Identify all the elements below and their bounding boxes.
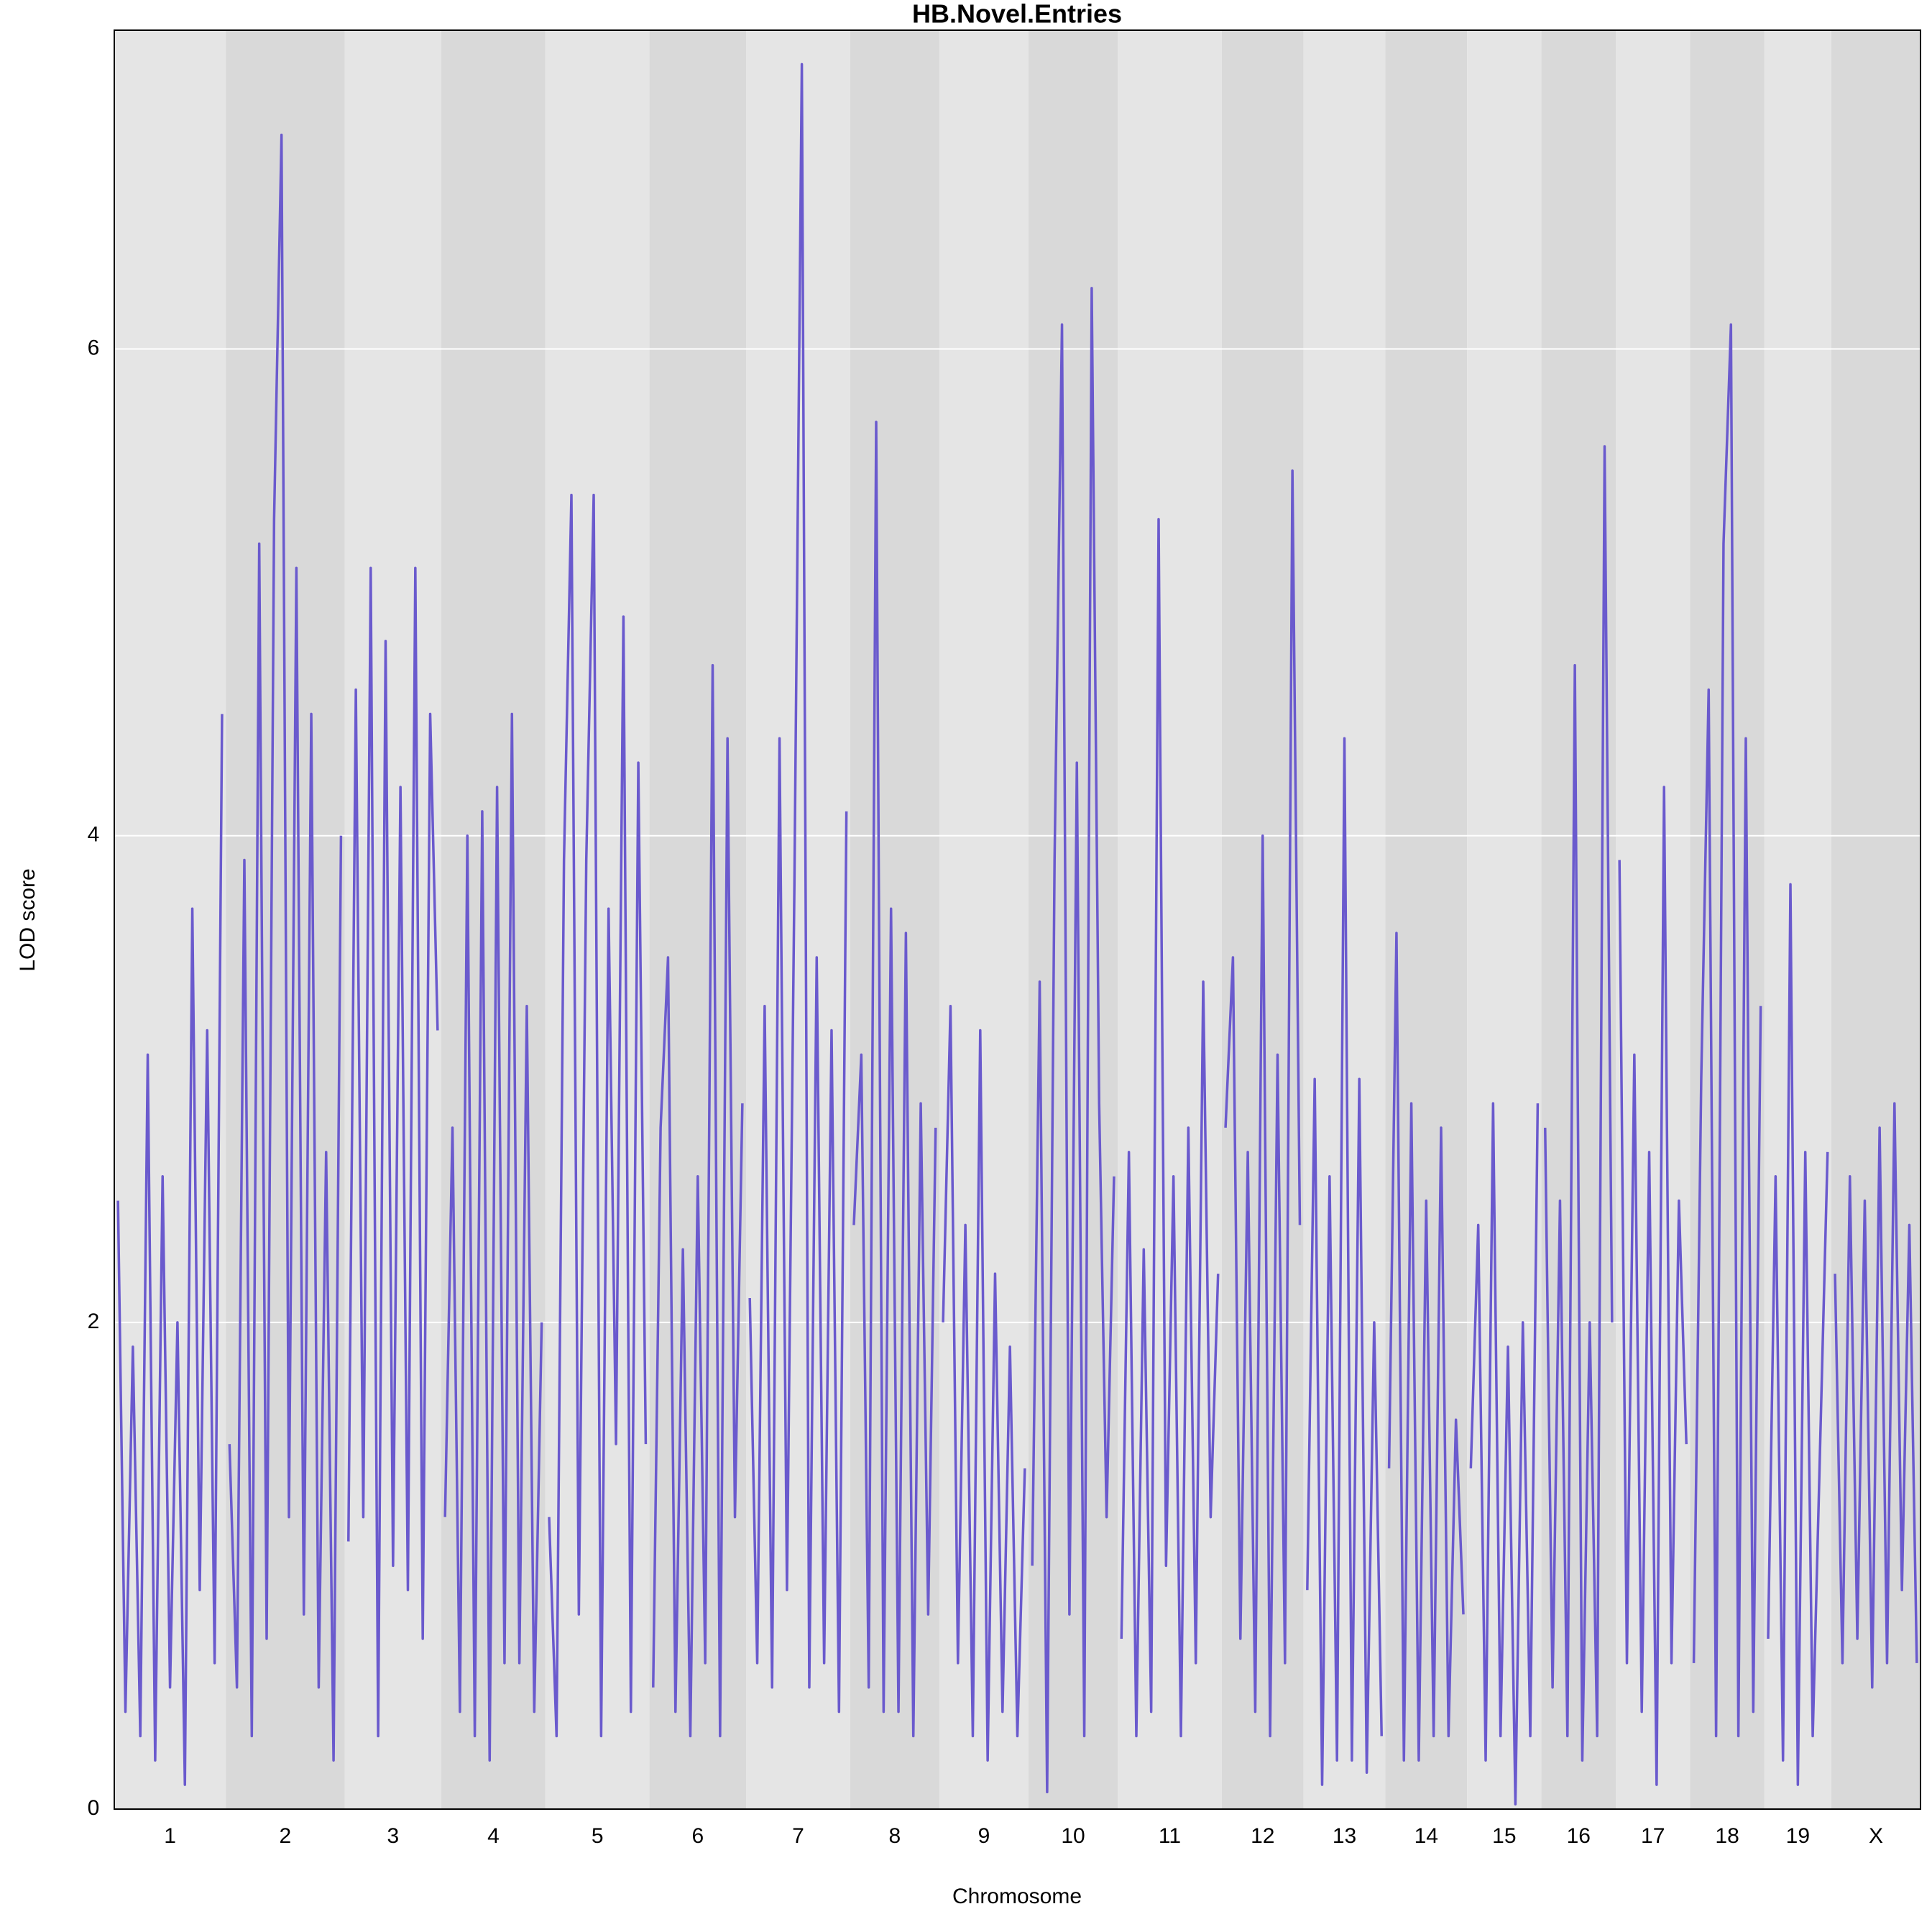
chromosome-band <box>1118 30 1222 1809</box>
chromosome-band <box>1690 30 1765 1809</box>
x-tick-label: 19 <box>1786 1824 1810 1848</box>
lod-line <box>1767 883 1829 1786</box>
chromosome-band <box>1303 30 1386 1809</box>
chromosome-band <box>114 30 226 1809</box>
y-tick-label: 2 <box>88 1310 100 1333</box>
lod-line <box>1692 323 1762 1738</box>
lod-line <box>443 712 543 1762</box>
lod-line <box>1544 445 1614 1762</box>
y-tick-label: 0 <box>88 1796 100 1820</box>
x-tick-label: 14 <box>1414 1824 1438 1848</box>
y-tick-label: 4 <box>88 823 100 847</box>
chart-title: HB.Novel.Entries <box>912 0 1122 29</box>
lod-line <box>1834 1102 1918 1689</box>
x-tick-label: 1 <box>164 1824 176 1848</box>
x-tick-label: 4 <box>487 1824 500 1848</box>
x-tick-label: 17 <box>1641 1824 1665 1848</box>
chromosome-band <box>1029 30 1118 1809</box>
x-tick-label: 8 <box>889 1824 901 1848</box>
x-tick-label: 10 <box>1061 1824 1085 1848</box>
lod-line <box>1469 1102 1540 1806</box>
x-tick-label: 18 <box>1715 1824 1739 1848</box>
chromosome-band <box>939 30 1029 1809</box>
lod-line <box>116 714 224 1786</box>
chromosome-band <box>1764 30 1831 1809</box>
chromosome-band <box>850 30 939 1809</box>
chromosome-band <box>1385 30 1468 1809</box>
lod-line <box>1120 518 1220 1738</box>
x-tick-label: 15 <box>1492 1824 1516 1848</box>
lod-line <box>652 663 744 1738</box>
x-axis-label: Chromosome <box>952 1885 1082 1908</box>
x-tick-label: 5 <box>592 1824 604 1848</box>
chromosome-band <box>746 30 850 1809</box>
chromosome-band <box>1831 30 1920 1809</box>
lod-line <box>748 63 848 1714</box>
plot-border <box>114 29 1921 1810</box>
x-tick-label: 9 <box>978 1824 990 1848</box>
lod-line <box>852 420 937 1738</box>
lod-line <box>1224 469 1302 1738</box>
lod-line <box>548 493 648 1738</box>
chromosome-band <box>649 30 747 1809</box>
lod-line <box>1031 287 1116 1794</box>
x-tick-label: 6 <box>691 1824 704 1848</box>
x-tick-label: 12 <box>1251 1824 1274 1848</box>
x-tick-label: 13 <box>1333 1824 1356 1848</box>
lod-line <box>1618 786 1688 1786</box>
y-tick-label: 6 <box>88 336 100 359</box>
lod-line <box>1387 932 1465 1762</box>
lod-line <box>1306 737 1383 1786</box>
x-tick-label: 7 <box>792 1824 804 1848</box>
chromosome-band <box>441 30 546 1809</box>
x-tick-label: 2 <box>280 1824 292 1848</box>
y-axis-label: LOD score <box>16 868 40 971</box>
lod-line <box>942 1004 1026 1762</box>
x-tick-label: X <box>1869 1824 1883 1848</box>
chromosome-band <box>1541 30 1616 1809</box>
x-tick-label: 16 <box>1567 1824 1591 1848</box>
lod-line <box>347 566 439 1738</box>
x-tick-label: 11 <box>1159 1824 1181 1848</box>
lod-line <box>228 133 343 1762</box>
x-tick-label: 3 <box>387 1824 399 1848</box>
